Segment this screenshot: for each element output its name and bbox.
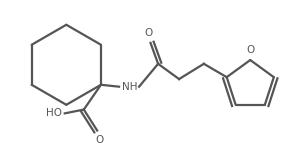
Text: HO: HO <box>46 108 62 118</box>
Text: O: O <box>95 135 103 145</box>
Text: O: O <box>246 45 254 55</box>
Text: O: O <box>144 28 153 38</box>
Text: NH: NH <box>122 82 137 92</box>
